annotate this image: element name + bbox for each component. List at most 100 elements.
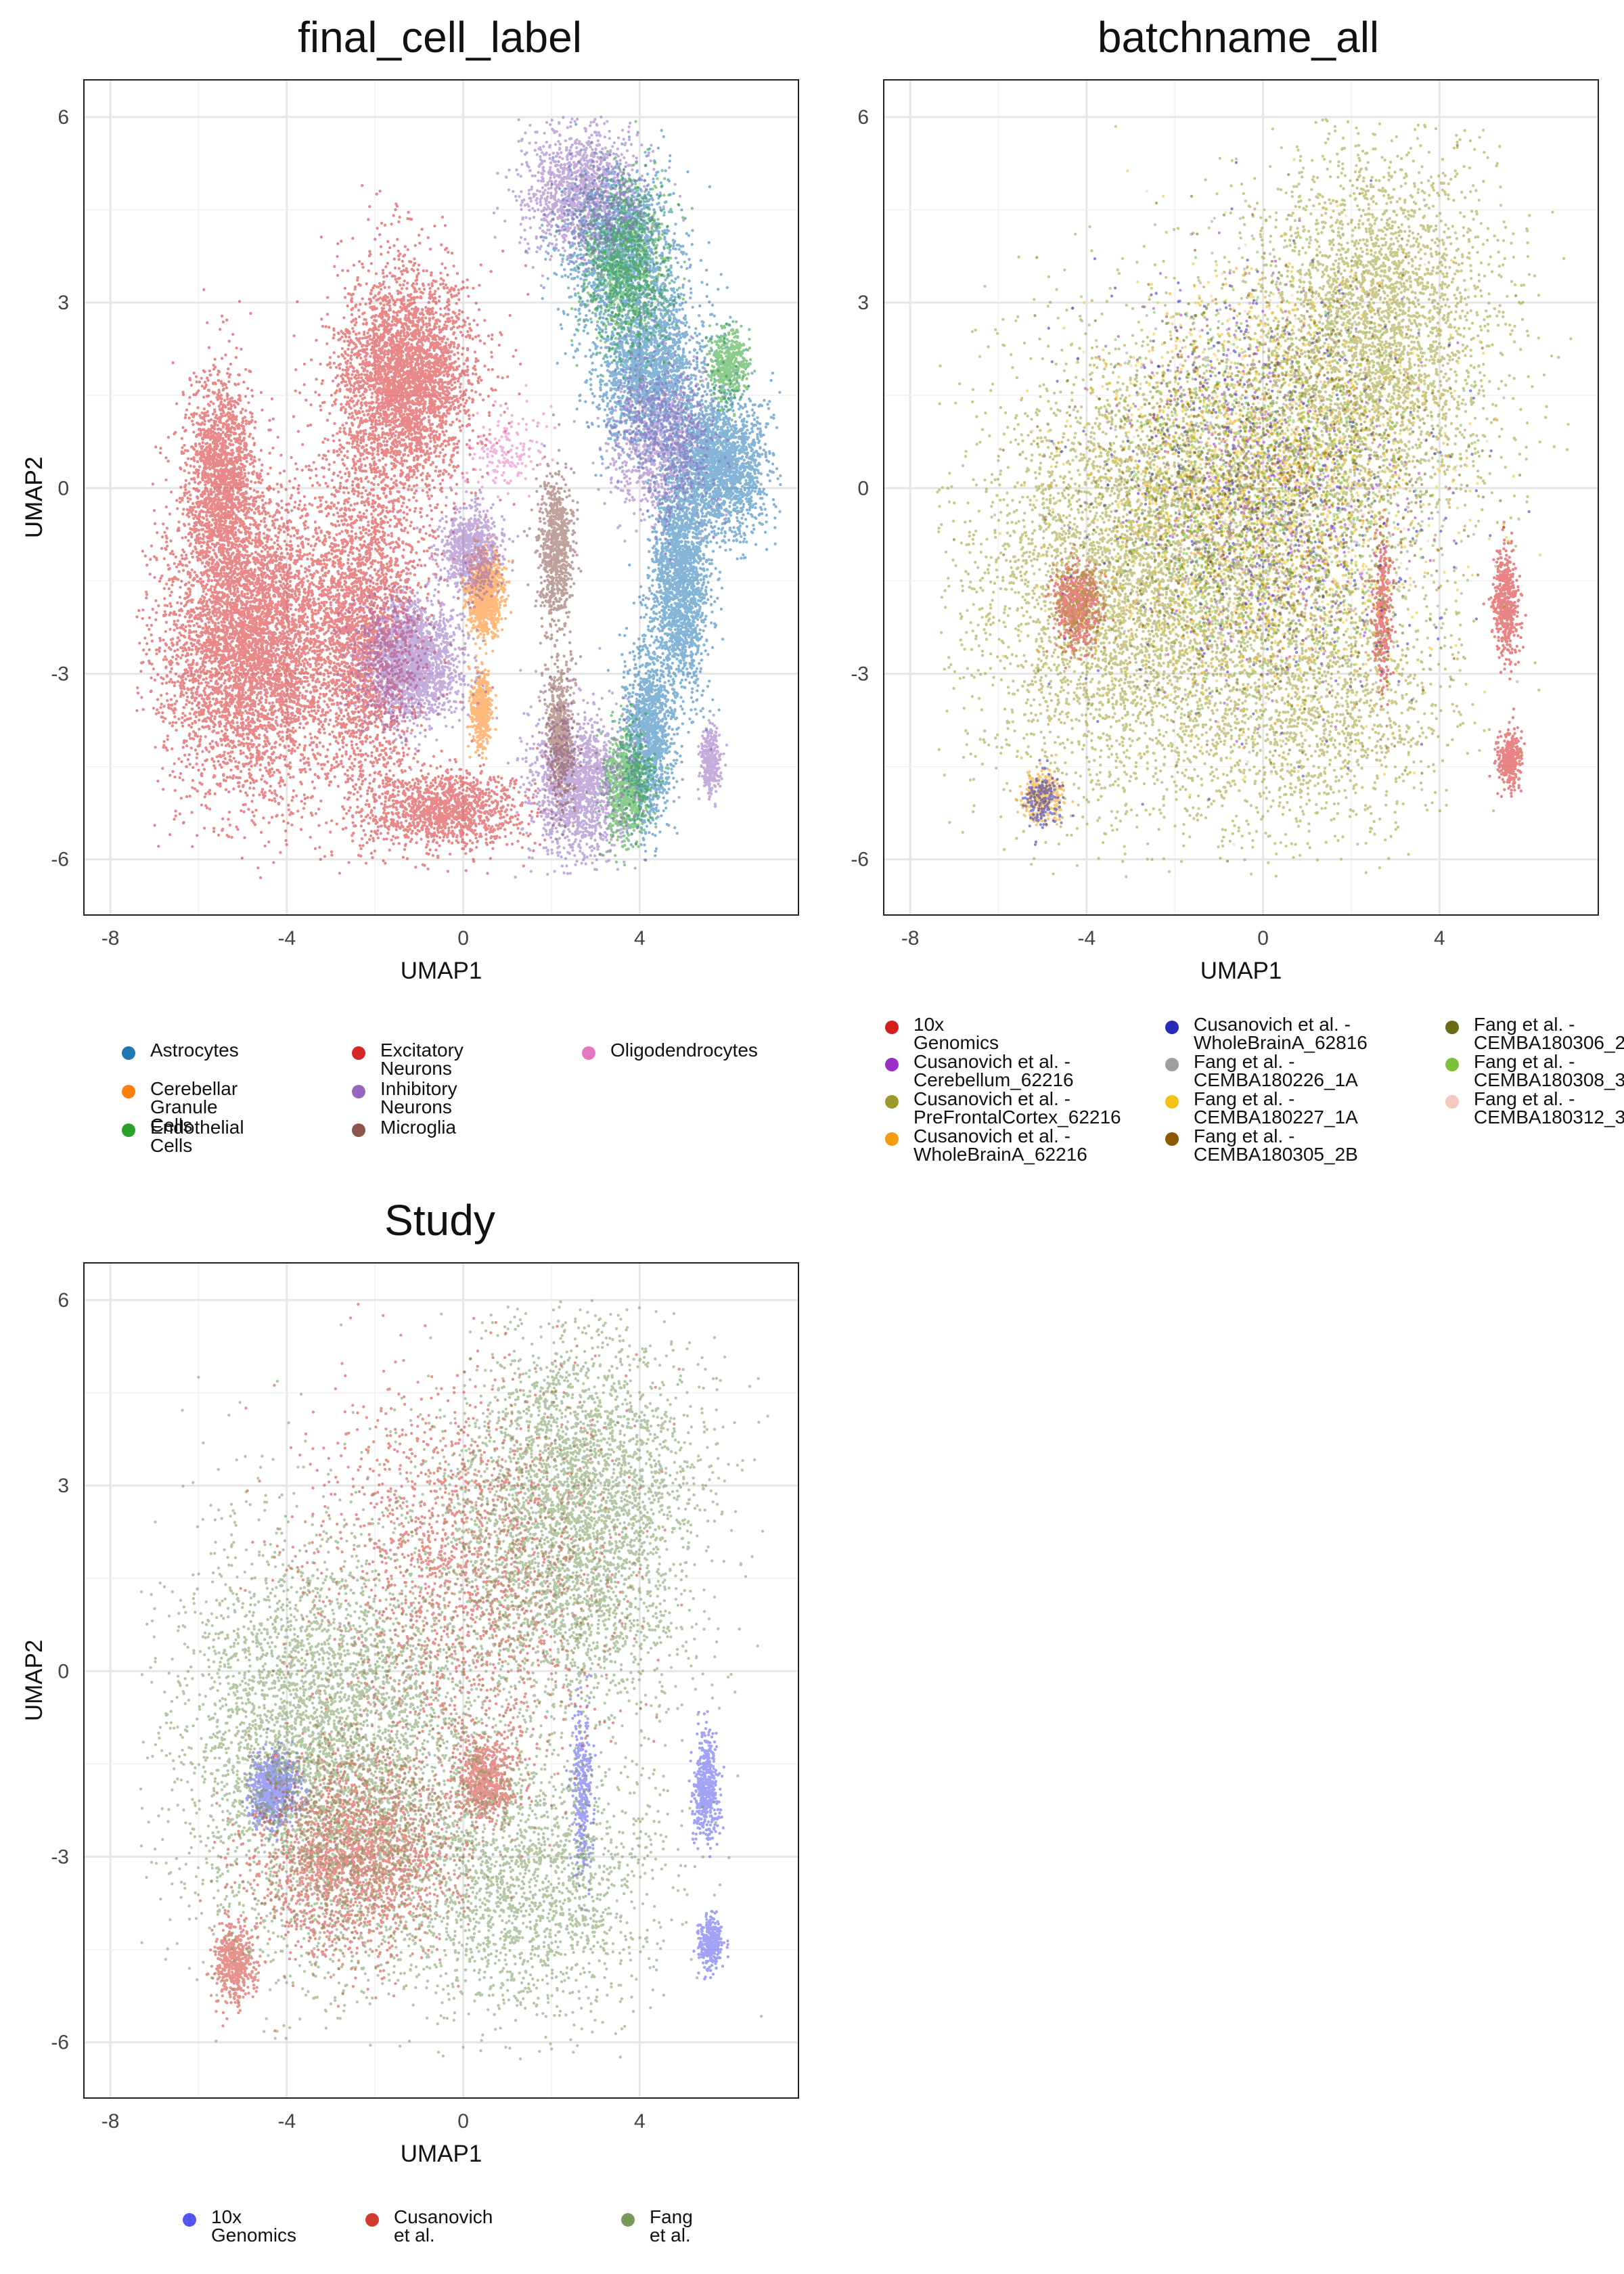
- chart-title-batchname-all: batchname_all: [1097, 13, 1380, 62]
- legend-key-dot: [352, 1046, 365, 1060]
- legend-label: Endothelial Cells: [150, 1117, 244, 1156]
- legend-label: Cusanovich et al. - WholeBrainA_62816: [1194, 1014, 1368, 1053]
- legend-label: Cusanovich et al.: [394, 2206, 493, 2246]
- legend-item: Excitatory Neurons: [352, 1040, 464, 1079]
- legend-key-dot: [1165, 1021, 1179, 1034]
- legend-key-dot: [122, 1123, 135, 1137]
- legend-key-dot: [1165, 1132, 1179, 1146]
- legend-label: Oligodendrocytes: [610, 1040, 758, 1061]
- legend-key-dot: [582, 1046, 595, 1060]
- series-inhibitory-neurons: [332, 115, 731, 879]
- series-astrocytes: [524, 122, 782, 862]
- y-tick-label: 3: [58, 292, 69, 314]
- series-excitatory-neurons: [135, 184, 576, 879]
- series-microglia: [522, 413, 583, 841]
- x-tick-label: 4: [634, 927, 646, 950]
- x-tick-label: 0: [457, 927, 469, 950]
- legend-key-dot: [621, 2213, 635, 2227]
- series-oligodendrocytes: [461, 384, 556, 499]
- legend-key-dot: [885, 1132, 899, 1146]
- y-tick-label: 6: [58, 106, 69, 129]
- series-cerebellar-granule-cells: [457, 515, 515, 760]
- legend-label: 10x Genomics: [211, 2206, 297, 2246]
- legend-item: Fang et al. - CEMBA180226_1A: [1165, 1051, 1358, 1090]
- legend-key-dot: [1445, 1095, 1459, 1109]
- x-tick-label: -8: [102, 2110, 120, 2133]
- y-tick-label: -3: [51, 663, 69, 686]
- points-layer: [139, 1299, 769, 2061]
- legend-key-dot: [352, 1123, 365, 1137]
- legend-item: Fang et al. - CEMBA180305_2B: [1165, 1127, 1358, 1164]
- legend-key-dot: [885, 1095, 899, 1109]
- series-cusanovich-et-al-cerebellum-62216: [1042, 219, 1460, 749]
- legend-label: Fang et al. - CEMBA180306_2B: [1474, 1014, 1624, 1053]
- legend-key-dot: [885, 1021, 899, 1034]
- legend-item: Fang et al. - CEMBA180306_2B: [1445, 1015, 1624, 1052]
- plot-background: [84, 1263, 798, 2098]
- x-tick-label: -8: [901, 927, 920, 950]
- y-tick-label: -3: [51, 1846, 69, 1869]
- series-cusanovich-et-al-: [198, 1302, 683, 2032]
- y-tick-label: 6: [857, 106, 869, 129]
- legend-label: Fang et al.: [650, 2206, 693, 2246]
- legend-item: Fang et al.: [621, 2206, 693, 2246]
- y-tick-label: 0: [857, 477, 869, 499]
- legend-item: Oligodendrocytes: [582, 1041, 758, 1060]
- legend-key-dot: [1165, 1058, 1179, 1071]
- legend-key-dot: [352, 1085, 365, 1098]
- x-axis-title: UMAP1: [1200, 958, 1282, 984]
- legend-label: Astrocytes: [150, 1040, 239, 1061]
- x-axis-title: UMAP1: [401, 2141, 482, 2167]
- legend-label: Fang et al. - CEMBA180308_3B: [1474, 1051, 1624, 1090]
- legend-label: Fang et al. - CEMBA180226_1A: [1194, 1051, 1358, 1090]
- legend-item: Fang et al. - CEMBA180312_3B: [1445, 1090, 1624, 1127]
- legend-label: Cusanovich et al. - WholeBrainA_62216: [914, 1125, 1087, 1165]
- legend-item: 10x Genomics: [183, 2206, 297, 2246]
- legend-label: Cerebellar Granule Cells: [150, 1078, 238, 1136]
- y-axis-title: UMAP2: [21, 457, 47, 539]
- y-axis-title: UMAP2: [21, 457, 47, 539]
- y-tick-label: 3: [58, 1475, 69, 1497]
- legend-key-dot: [1165, 1095, 1179, 1109]
- legend-item: Endothelial Cells: [122, 1118, 244, 1155]
- legend-label: Excitatory Neurons: [380, 1040, 464, 1079]
- legend-item: Fang et al. - CEMBA180308_3B: [1445, 1051, 1624, 1090]
- legend-label: Inhibitory Neurons: [380, 1078, 457, 1117]
- y-tick-label: -6: [51, 2032, 69, 2054]
- legend-item: Cusanovich et al.: [365, 2206, 493, 2246]
- legend-item: Microglia: [352, 1118, 456, 1137]
- chart-title-final-cell-label: final_cell_label: [298, 13, 582, 62]
- legend-item: Cerebellar Granule Cells: [122, 1078, 238, 1136]
- legend-key-dot: [1445, 1058, 1459, 1071]
- legend-item: Inhibitory Neurons: [352, 1078, 457, 1117]
- legend-key-dot: [183, 2213, 196, 2227]
- y-tick-label: 0: [58, 477, 69, 499]
- legend-item: Fang et al. - CEMBA180227_1A: [1165, 1088, 1358, 1128]
- x-tick-label: 0: [1257, 927, 1269, 950]
- legend-item: 10x Genomics: [885, 1015, 999, 1052]
- legend-item: Cusanovich et al. - PreFrontalCortex_622…: [885, 1090, 1121, 1127]
- x-tick-label: 4: [1434, 927, 1445, 950]
- x-tick-label: -4: [278, 2110, 296, 2133]
- x-tick-label: 0: [457, 2110, 469, 2133]
- points-layer: [135, 115, 782, 879]
- legend-item: Cusanovich et al. - WholeBrainA_62816: [1165, 1015, 1368, 1052]
- legend-key-dot: [122, 1046, 135, 1060]
- series-fang-et-al-: [139, 1299, 769, 2061]
- y-tick-label: 6: [58, 1289, 69, 1312]
- legend-key-dot: [885, 1058, 899, 1071]
- y-tick-label: -6: [51, 849, 69, 871]
- x-tick-label: 4: [634, 2110, 646, 2133]
- legend-label: Fang et al. - CEMBA180227_1A: [1194, 1088, 1358, 1128]
- x-tick-label: -8: [102, 927, 120, 950]
- legend-key-dot: [122, 1085, 135, 1098]
- plot-border: [883, 79, 1599, 916]
- plot-border: [83, 79, 799, 916]
- legend-item: Cusanovich et al. - Cerebellum_62216: [885, 1052, 1074, 1090]
- x-axis-title: UMAP1: [401, 958, 482, 984]
- legend-item: Astrocytes: [122, 1041, 239, 1060]
- x-tick-label: -4: [1078, 927, 1096, 950]
- y-tick-label: -3: [851, 663, 869, 686]
